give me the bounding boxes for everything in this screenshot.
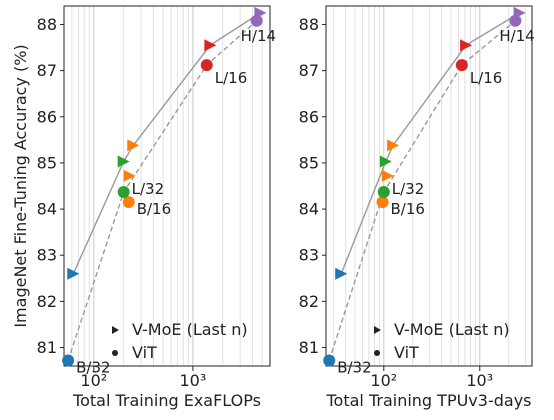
y-tick-label: 81 bbox=[37, 338, 57, 357]
x-tick-label: 10² bbox=[370, 371, 397, 390]
moe-marker bbox=[67, 267, 80, 280]
point-label: H/14 bbox=[499, 27, 534, 45]
point-label: B/16 bbox=[137, 200, 171, 218]
vit-marker bbox=[509, 14, 522, 27]
y-tick-label: 87 bbox=[299, 61, 319, 80]
y-tick-label: 84 bbox=[37, 200, 57, 219]
moe-marker bbox=[335, 267, 348, 280]
vit-marker bbox=[323, 354, 336, 367]
vit-marker bbox=[455, 59, 468, 72]
vit-marker bbox=[376, 196, 389, 209]
legend-vit-marker bbox=[374, 350, 380, 356]
vit-line bbox=[328, 20, 516, 361]
x-axis-title: Total Training ExaFLOPs bbox=[72, 391, 261, 410]
y-axis-title: ImageNet Fine-Tuning Accuracy (%) bbox=[11, 44, 30, 327]
vit-marker bbox=[200, 59, 213, 72]
moe-line bbox=[72, 12, 261, 274]
moe-marker bbox=[127, 139, 140, 152]
point-label: B/32 bbox=[76, 358, 110, 376]
moe-marker bbox=[387, 139, 400, 152]
moe-marker bbox=[460, 39, 473, 52]
panel-tpu-days: 81 82 83 84 85 86 87 88 10² 10³ B/32 B/16 L/32 L/16… bbox=[299, 5, 535, 410]
point-label: L/16 bbox=[215, 69, 248, 87]
x-tick-label: 10² bbox=[80, 371, 107, 390]
y-tick-label: 88 bbox=[299, 15, 319, 34]
point-label: B/32 bbox=[337, 358, 371, 376]
y-tick-label: 88 bbox=[37, 15, 57, 34]
y-tick-label: 87 bbox=[37, 61, 57, 80]
moe-line bbox=[340, 12, 520, 274]
x-tick-label: 10³ bbox=[466, 371, 493, 390]
y-tick-label: 83 bbox=[299, 246, 319, 265]
vit-line bbox=[67, 20, 258, 361]
plot-frame bbox=[325, 5, 533, 367]
y-tick-label: 86 bbox=[37, 107, 57, 126]
grid-lines bbox=[71, 6, 263, 366]
x-ticks: 10² 10³ bbox=[80, 366, 206, 390]
series-group: B/32 B/16 L/32 L/16 H/14 bbox=[62, 6, 276, 376]
vit-marker bbox=[122, 196, 135, 209]
vit-marker bbox=[117, 186, 130, 198]
y-tick-label: 82 bbox=[299, 292, 319, 311]
series-group: B/32 B/16 L/32 L/16 H/14 bbox=[323, 6, 535, 376]
vit-marker bbox=[62, 354, 75, 367]
legend: V-MoE (Last n) ViT bbox=[112, 320, 248, 362]
moe-marker bbox=[379, 155, 392, 168]
point-label: L/16 bbox=[470, 69, 503, 87]
legend: V-MoE (Last n) ViT bbox=[374, 320, 510, 362]
y-tick-label: 85 bbox=[37, 153, 57, 172]
y-tick-label: 82 bbox=[37, 292, 57, 311]
point-label: L/32 bbox=[132, 180, 165, 198]
moe-marker bbox=[117, 155, 130, 168]
legend-moe-label: V-MoE (Last n) bbox=[132, 320, 248, 339]
legend-moe-marker bbox=[112, 326, 119, 334]
legend-vit-label: ViT bbox=[132, 343, 157, 362]
y-ticks: 81 82 83 84 85 86 87 88 bbox=[37, 15, 64, 357]
legend-moe-marker bbox=[374, 326, 381, 334]
legend-vit-marker bbox=[112, 350, 118, 356]
y-ticks: 81 82 83 84 85 86 87 88 bbox=[299, 15, 326, 357]
y-tick-label: 83 bbox=[37, 246, 57, 265]
point-label: L/32 bbox=[392, 180, 425, 198]
legend-moe-label: V-MoE (Last n) bbox=[394, 320, 510, 339]
panel-exaflops: 81 82 83 84 85 86 87 88 10² 10³ B/32 B/16 L/32 L/16… bbox=[37, 5, 276, 410]
grid-lines bbox=[333, 6, 527, 366]
y-tick-label: 84 bbox=[299, 200, 319, 219]
moe-marker bbox=[381, 169, 394, 182]
legend-vit-label: ViT bbox=[394, 343, 419, 362]
vit-marker bbox=[377, 186, 390, 198]
point-label: H/14 bbox=[241, 27, 276, 45]
point-label: B/16 bbox=[391, 200, 425, 218]
moe-marker bbox=[204, 39, 217, 52]
x-tick-label: 10³ bbox=[180, 371, 207, 390]
x-axis-title: Total Training TPUv3-days bbox=[326, 391, 532, 410]
y-tick-label: 86 bbox=[299, 107, 319, 126]
moe-marker bbox=[123, 169, 136, 182]
vit-marker bbox=[250, 14, 263, 27]
y-tick-label: 81 bbox=[299, 338, 319, 357]
y-tick-label: 85 bbox=[299, 153, 319, 172]
plot-frame bbox=[63, 5, 271, 367]
x-ticks: 10² 10³ bbox=[370, 366, 493, 390]
